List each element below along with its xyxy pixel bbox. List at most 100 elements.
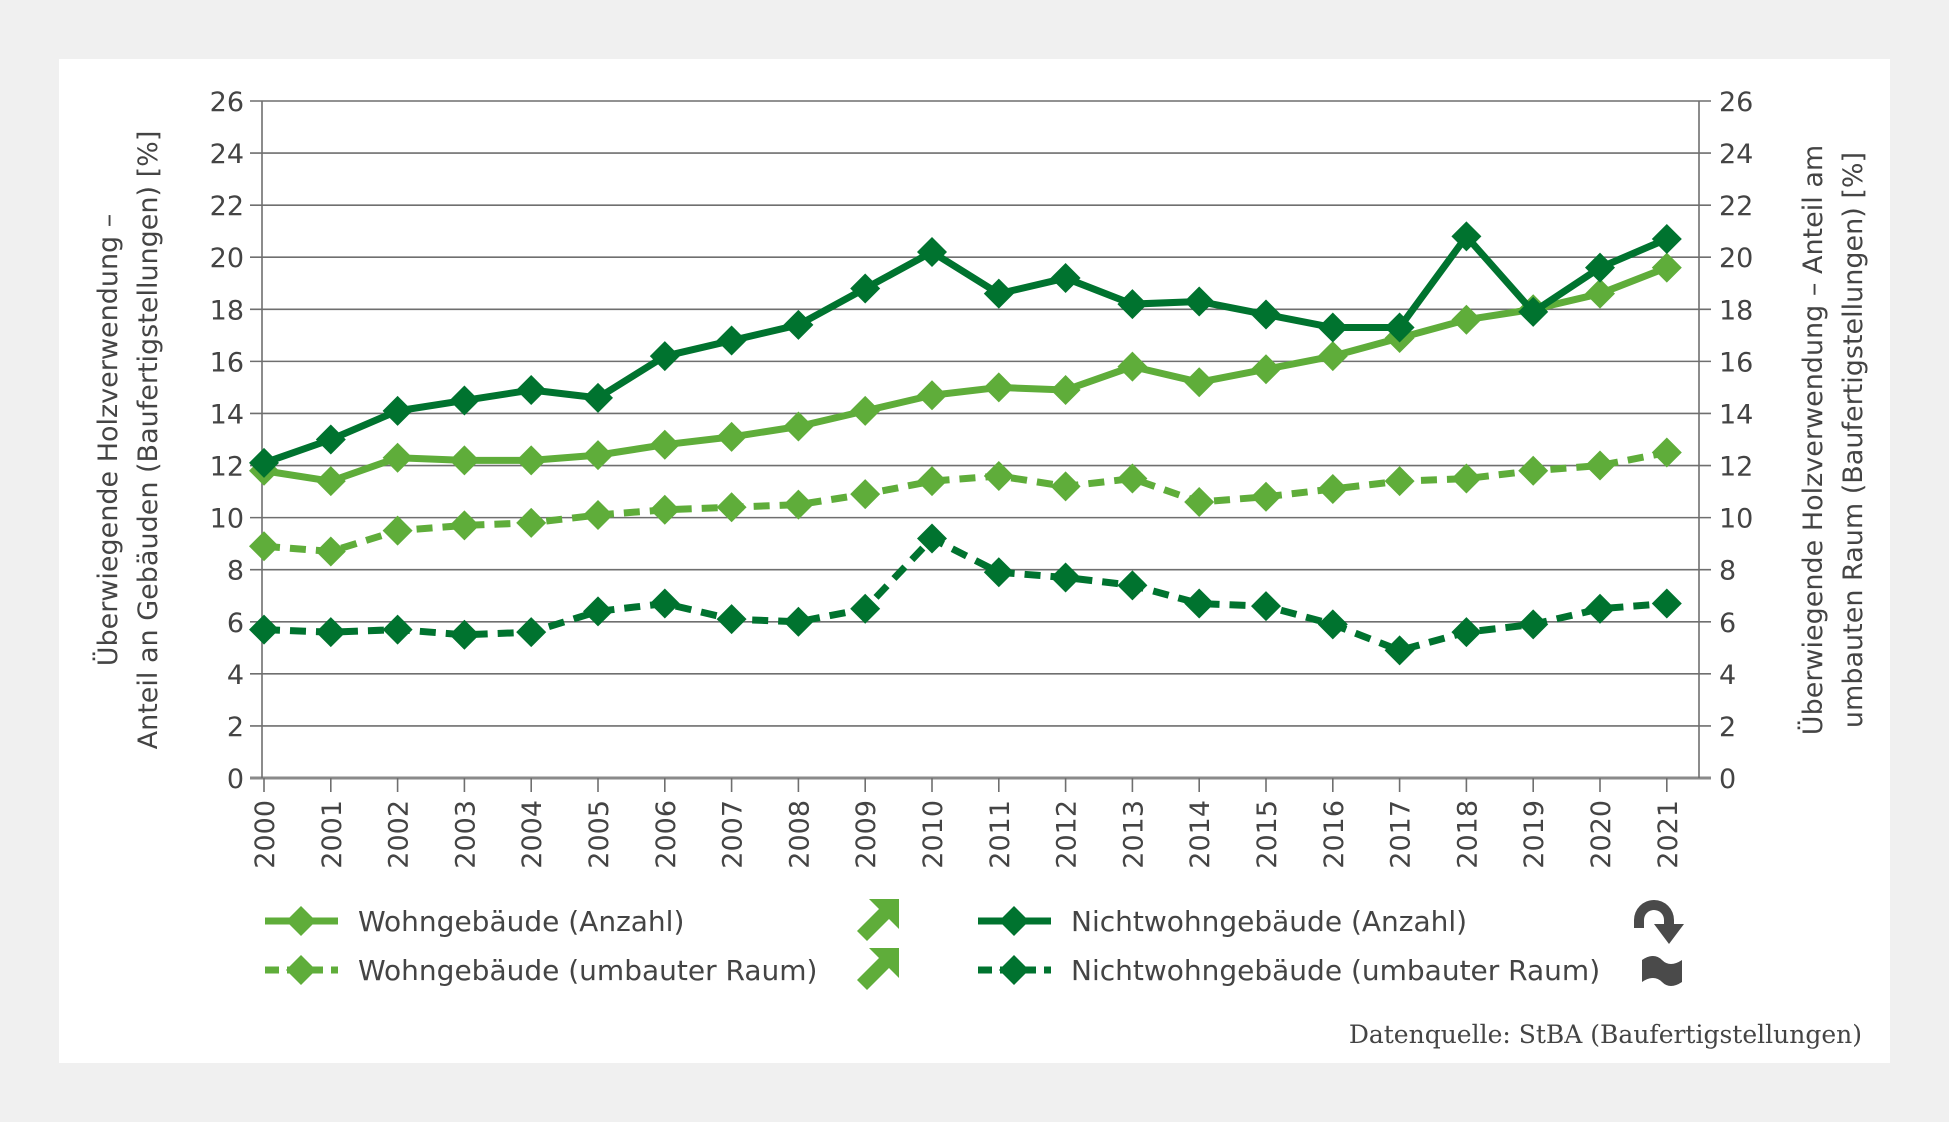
data-point xyxy=(1251,299,1281,330)
data-point xyxy=(1117,351,1148,382)
y-tick-label-right: 0 xyxy=(1719,764,1736,795)
data-point xyxy=(783,309,814,340)
legend-label: Nichtwohngebäude (umbauter Raum) xyxy=(1071,954,1600,987)
legend-item-nichtwohn-raum: Nichtwohngebäude (umbauter Raum) xyxy=(978,954,1682,987)
data-point xyxy=(917,523,947,554)
y-tick-label-right: 8 xyxy=(1719,556,1736,587)
data-point xyxy=(850,593,881,624)
data-point xyxy=(315,424,346,455)
x-tick-label: 2004 xyxy=(517,800,548,869)
data-point xyxy=(1518,455,1549,486)
series-line xyxy=(263,264,1669,485)
data-point xyxy=(1384,312,1415,343)
data-point xyxy=(649,494,680,525)
y-tick-label-right: 12 xyxy=(1719,452,1753,483)
x-tick-label: 2006 xyxy=(651,800,682,869)
data-point xyxy=(1050,562,1081,593)
data-point xyxy=(1317,609,1348,640)
data-point xyxy=(1451,221,1482,252)
data-point xyxy=(382,395,413,426)
data-point xyxy=(1451,617,1482,648)
gridlines xyxy=(250,100,1711,780)
x-tick-label: 2020 xyxy=(1586,800,1617,869)
series-1 xyxy=(249,437,1682,567)
y-tick-label-right: 4 xyxy=(1719,660,1736,691)
data-point xyxy=(1651,437,1682,468)
data-point xyxy=(649,341,680,372)
series-3 xyxy=(249,523,1682,666)
data-point xyxy=(783,489,814,520)
data-point xyxy=(783,411,814,442)
series-line xyxy=(263,534,1668,654)
data-point xyxy=(449,385,480,416)
y-tick-label-right: 16 xyxy=(1719,347,1753,378)
data-point xyxy=(1585,278,1615,309)
legend-item-wohn-anzahl: Wohngebäude (Anzahl) xyxy=(265,899,899,941)
data-point xyxy=(716,492,747,523)
data-point xyxy=(1651,224,1682,255)
y-tick-label-left: 8 xyxy=(227,556,244,587)
x-tick-label: 2019 xyxy=(1519,800,1550,869)
x-tick-label: 2011 xyxy=(985,800,1016,869)
data-point xyxy=(1317,473,1348,504)
data-point xyxy=(1117,570,1148,601)
y-tick-label-right: 26 xyxy=(1719,87,1753,118)
y-tick-label-left: 2 xyxy=(227,712,244,743)
data-point xyxy=(1050,263,1081,294)
data-point xyxy=(249,614,279,645)
data-point xyxy=(917,466,947,497)
legend-label: Wohngebäude (Anzahl) xyxy=(358,905,684,938)
x-tick-label: 2001 xyxy=(317,800,348,869)
data-point xyxy=(1184,286,1215,317)
data-point xyxy=(983,460,1014,491)
chart-panel xyxy=(59,59,1890,1063)
data-point xyxy=(1117,289,1148,320)
legend-label: Wohngebäude (umbauter Raum) xyxy=(358,954,817,987)
data-point xyxy=(249,447,279,478)
data-point xyxy=(1651,252,1682,283)
data-point xyxy=(1050,375,1081,406)
x-axis-ticks: 2000 2001 2002 2003 2004 2005 2006 2007 2008 2009… xyxy=(250,778,1684,869)
data-point xyxy=(1384,635,1415,666)
data-point xyxy=(1184,486,1215,517)
data-point xyxy=(1117,463,1148,494)
legend: Wohngebäude (Anzahl) Wohngebäude (umbaut… xyxy=(265,899,1684,990)
y-tick-label-right: 10 xyxy=(1719,504,1753,535)
data-point xyxy=(1651,588,1682,619)
x-tick-label: 2012 xyxy=(1052,800,1083,869)
data-point xyxy=(315,466,346,497)
data-point xyxy=(1384,466,1415,497)
data-point xyxy=(315,536,346,567)
data-point xyxy=(449,510,480,541)
data-point xyxy=(783,606,814,637)
data-point xyxy=(716,421,747,452)
data-point xyxy=(649,429,680,460)
y-tick-label-right: 2 xyxy=(1719,712,1736,743)
data-point xyxy=(1251,481,1281,512)
legend-swatch-marker xyxy=(999,955,1029,985)
y-tick-label-right: 24 xyxy=(1719,139,1753,170)
y-tick-label-right: 20 xyxy=(1719,243,1753,274)
legend-item-nichtwohn-anzahl: Nichtwohngebäude (Anzahl) xyxy=(978,900,1684,944)
axes xyxy=(261,101,1700,778)
y-tick-label-right: 18 xyxy=(1719,295,1753,326)
series-line xyxy=(263,449,1668,555)
x-tick-label: 2014 xyxy=(1185,800,1216,869)
y-tick-label-left: 4 xyxy=(227,660,244,691)
x-tick-label: 2015 xyxy=(1252,800,1283,869)
data-point xyxy=(1451,304,1482,335)
x-tick-label: 2005 xyxy=(584,800,615,869)
data-point xyxy=(1050,471,1081,502)
data-point xyxy=(315,617,346,648)
data-point xyxy=(1585,450,1615,481)
data-point xyxy=(583,440,613,471)
x-tick-label: 2017 xyxy=(1386,800,1417,869)
y-axis-left-title-line2: Anteil an Gebäuden (Baufertigstellungen)… xyxy=(133,131,164,750)
x-tick-label: 2008 xyxy=(784,800,815,869)
y-tick-label-left: 0 xyxy=(227,764,244,795)
data-point xyxy=(516,507,547,538)
x-tick-label: 2018 xyxy=(1452,800,1483,869)
y-tick-label-left: 6 xyxy=(227,608,244,639)
